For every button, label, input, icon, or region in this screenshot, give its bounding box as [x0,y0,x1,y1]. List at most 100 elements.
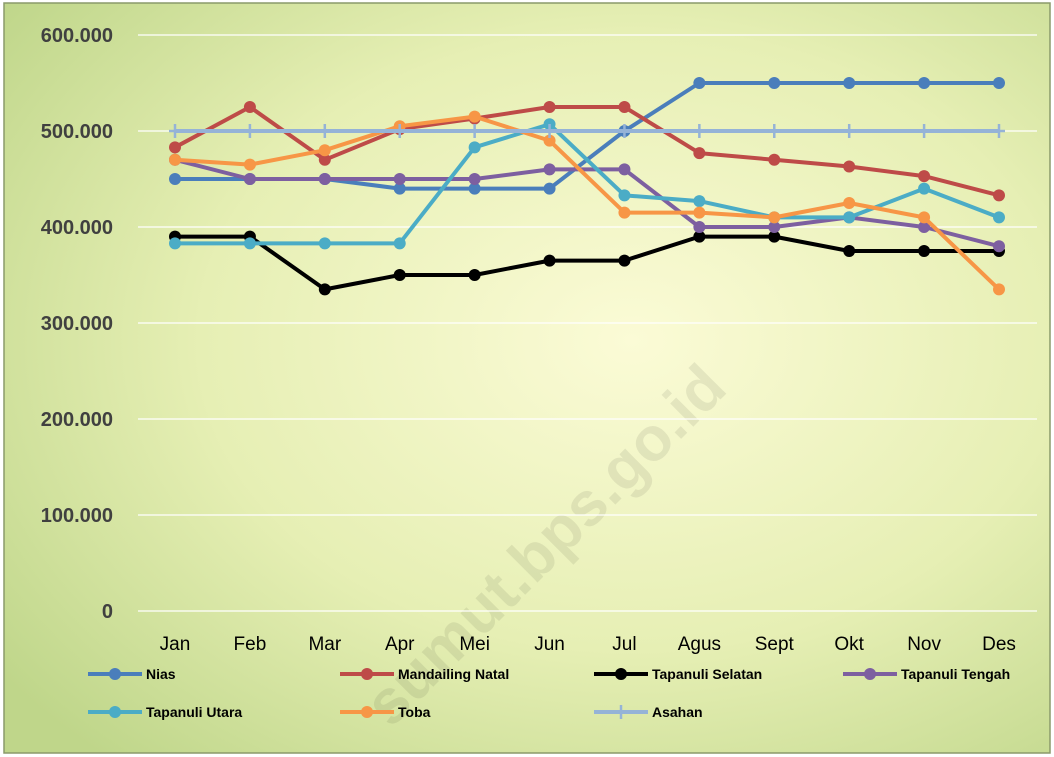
data-point [243,237,256,250]
data-point [693,221,706,233]
series-line [175,234,999,292]
legend-item: Tapanuli Selatan [594,666,762,682]
data-point [393,237,406,250]
legend-marker [109,668,121,680]
data-point [618,101,631,113]
data-point [843,211,856,224]
data-point [993,283,1005,296]
data-point [768,124,781,138]
data-point [393,182,406,195]
data-point [243,101,256,113]
legend-label: Mandailing Natal [398,666,509,682]
data-point [993,77,1005,89]
chart-background [3,2,1051,754]
data-point [393,269,406,281]
data-point [693,206,706,219]
legend-marker [361,706,373,718]
data-point [468,110,481,123]
x-tick-label: Jun [534,634,565,655]
data-point [318,173,331,185]
x-tick-label: Mar [308,634,341,655]
legend-label: Toba [398,704,431,720]
x-tick-label: Feb [234,634,267,655]
y-tick-label: 600.000 [41,25,113,47]
data-point [169,153,181,166]
data-point [243,173,256,185]
legend-label: Tapanuli Utara [146,704,242,720]
y-tick-label: 0 [102,601,113,623]
data-point [543,101,556,113]
legend-marker [864,668,876,680]
data-point [618,206,631,219]
legend-item: Mandailing Natal [340,666,509,682]
series [169,124,1005,138]
data-point [993,124,1005,138]
legend-marker [361,668,373,680]
data-point [768,221,781,233]
data-point [318,144,331,157]
series [169,110,1005,296]
legend-label: Asahan [652,704,703,720]
x-tick-label: Mei [459,634,490,655]
data-point [169,141,181,154]
data-point [843,77,856,89]
legend-item: Tapanuli Tengah [843,666,1010,682]
data-point [693,230,706,243]
legend-marker [615,668,627,680]
data-point [768,153,781,166]
data-point [318,124,331,138]
data-point [993,211,1005,224]
y-tick-label: 400.000 [41,217,113,239]
data-point [318,283,331,296]
data-point [843,124,856,138]
data-point [693,77,706,89]
series-line [174,157,1000,249]
data-point [693,195,706,208]
data-point [768,230,781,243]
y-tick-label: 100.000 [41,505,113,527]
data-point [468,173,481,185]
legend-item: Tapanuli Utara [88,704,242,720]
series-line [174,114,1001,291]
x-tick-label: Nov [907,634,941,655]
legend-label: Tapanuli Selatan [652,666,762,682]
data-point [169,237,181,250]
series [169,118,1005,250]
data-point [843,245,856,257]
x-tick-label: Apr [385,634,415,655]
legend-item: Nias [88,666,176,682]
legend-item: Asahan [594,704,703,720]
data-point [243,124,256,138]
data-point [918,245,931,257]
legend-label: Nias [146,666,176,682]
data-point [543,254,556,267]
data-point [993,240,1005,253]
data-point [543,182,556,195]
data-point [993,189,1005,202]
x-tick-label: Des [982,634,1016,655]
data-point [543,163,556,176]
data-point [468,124,481,138]
data-point [393,173,406,185]
data-point [468,269,481,281]
legend-marker [109,706,121,718]
legend-item: Toba [340,704,431,720]
data-point [768,211,781,224]
data-point [618,189,631,202]
data-point [693,124,706,138]
data-point [543,124,556,138]
y-tick-label: 200.000 [41,409,113,431]
data-point [768,77,781,89]
data-point [918,170,931,183]
data-point [918,182,931,195]
data-point [918,124,931,138]
data-point [243,158,256,171]
data-point [468,141,481,154]
data-point [693,147,706,160]
data-point [393,124,406,138]
data-point [169,124,181,138]
data-point [618,163,631,176]
data-point [618,124,631,138]
data-point [918,77,931,89]
